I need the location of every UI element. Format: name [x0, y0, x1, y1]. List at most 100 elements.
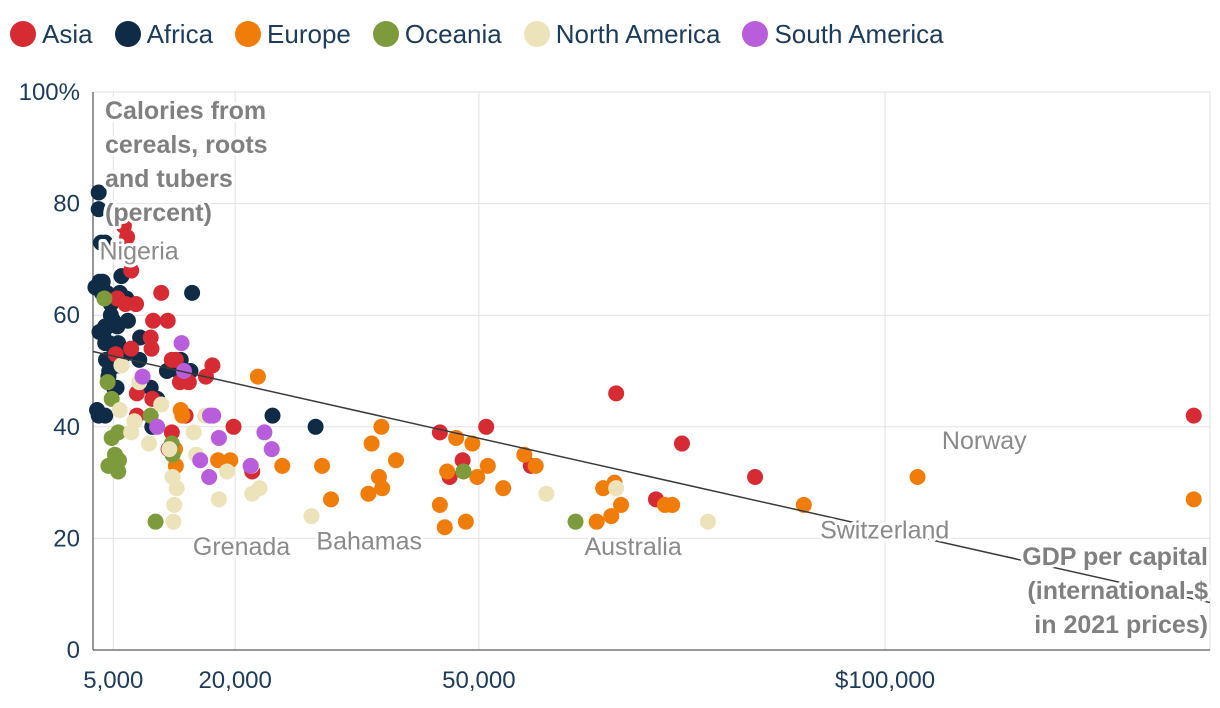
y-axis-title-line: and tubers [105, 165, 233, 193]
y-tick-label: 60 [53, 302, 80, 329]
data-point-asia [431, 424, 448, 441]
data-point-oceania [96, 290, 113, 307]
data-point-europe [373, 418, 390, 435]
data-point-africa [131, 351, 148, 368]
data-point-south-america [173, 335, 190, 352]
data-point-europe [363, 435, 380, 452]
data-point-europe [210, 452, 227, 469]
data-point-north-america [113, 357, 130, 374]
data-point-asia [204, 357, 221, 374]
data-point-south-america [210, 429, 227, 446]
data-point-asia [123, 340, 140, 357]
legend-swatch-asia [10, 21, 36, 47]
y-tick-label: 100% [19, 79, 80, 106]
data-point-asia [159, 312, 176, 329]
data-point-europe [439, 463, 456, 480]
data-point-europe [909, 469, 926, 486]
data-point-north-america [123, 424, 140, 441]
legend-label-south-america: South America [774, 18, 944, 49]
data-point-africa [307, 418, 324, 435]
annotation-label: Nigeria [99, 237, 178, 265]
data-point-europe [249, 368, 266, 385]
data-point-north-america [699, 513, 716, 530]
data-point-south-america [256, 424, 273, 441]
data-point-europe [457, 513, 474, 530]
x-axis-title-line: in 2021 prices) [1034, 611, 1208, 639]
x-tick-label: 5,000 [83, 667, 143, 694]
legend: Asia Africa Europe Oceania North America… [10, 14, 944, 54]
data-point-europe [314, 457, 331, 474]
data-point-europe [469, 469, 486, 486]
data-point-asia [478, 418, 495, 435]
annotation-label: Australia [584, 533, 681, 561]
data-point-africa [90, 184, 107, 201]
legend-item-south-america[interactable]: South America [742, 18, 944, 50]
x-axis-title-line: GDP per capital [1022, 543, 1208, 571]
data-point-north-america [251, 480, 268, 497]
legend-item-africa[interactable]: Africa [114, 18, 214, 50]
data-point-europe [495, 480, 512, 497]
legend-swatch-europe [235, 21, 262, 47]
annotation-label: Switzerland [820, 516, 949, 544]
data-point-europe [795, 496, 812, 513]
data-point-south-america [205, 407, 222, 424]
data-point-europe [431, 496, 448, 513]
data-point-oceania [455, 463, 472, 480]
legend-item-north-america[interactable]: North America [523, 19, 720, 50]
data-point-africa [97, 234, 114, 251]
data-point-europe [436, 519, 453, 536]
trend-line [92, 350, 1211, 604]
data-point-north-america [210, 491, 227, 508]
data-point-europe [388, 452, 405, 469]
legend-swatch-north-america [523, 21, 550, 47]
annotation-label: Grenada [193, 533, 290, 561]
data-point-africa [119, 312, 136, 329]
data-point-europe [464, 435, 481, 452]
data-point-africa [184, 284, 201, 301]
data-point-asia [163, 351, 180, 368]
legend-label-oceania: Oceania [404, 18, 502, 49]
data-point-asia [225, 418, 242, 435]
data-point-europe [360, 485, 377, 502]
data-point-asia [153, 284, 170, 301]
data-point-oceania [567, 513, 584, 530]
annotation-label: Norway [942, 427, 1027, 455]
legend-swatch-oceania [372, 21, 399, 47]
data-point-oceania [99, 374, 116, 391]
x-tick-label: $100,000 [835, 667, 935, 694]
data-point-north-america [153, 396, 170, 413]
data-point-north-america [219, 463, 236, 480]
legend-item-europe[interactable]: Europe [235, 19, 351, 50]
data-point-north-america [538, 485, 555, 502]
data-point-asia [1185, 407, 1202, 424]
data-point-europe [664, 496, 681, 513]
legend-item-asia[interactable]: Asia [10, 19, 93, 50]
legend-item-oceania[interactable]: Oceania [372, 18, 502, 50]
legend-label-africa: Africa [146, 18, 214, 49]
data-point-africa [97, 407, 114, 424]
y-axis-title-line: cereals, roots [105, 131, 268, 159]
data-point-oceania [147, 513, 164, 530]
y-axis-title-line: (percent) [105, 199, 212, 227]
data-point-europe [323, 491, 340, 508]
data-point-europe [603, 508, 620, 525]
data-point-asia [608, 385, 625, 402]
legend-swatch-africa [114, 21, 141, 47]
data-point-europe [479, 457, 496, 474]
data-point-asia [163, 424, 180, 441]
data-point-north-america [185, 424, 202, 441]
annotation-label: Bahamas [316, 528, 422, 556]
data-point-asia [145, 312, 162, 329]
data-point-north-america [168, 480, 185, 497]
data-point-south-america [192, 452, 209, 469]
data-point-north-america [111, 402, 128, 419]
data-point-south-america [149, 418, 166, 435]
legend-swatch-south-america [742, 21, 769, 47]
data-point-asia [123, 262, 140, 279]
x-tick-label: 50,000 [442, 667, 515, 694]
data-point-europe [516, 446, 533, 463]
data-point-europe [274, 457, 291, 474]
data-point-south-america [175, 363, 192, 379]
data-point-africa [264, 407, 281, 424]
